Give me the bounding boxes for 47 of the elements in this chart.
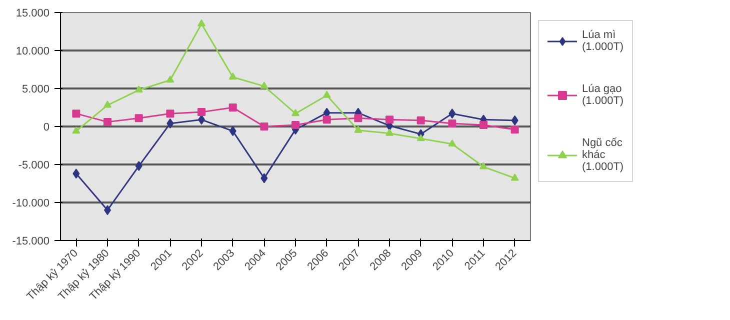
point <box>416 134 425 142</box>
point <box>72 110 80 118</box>
point <box>134 114 143 122</box>
y-tick-label: -10.000 <box>12 198 50 210</box>
point <box>354 114 362 122</box>
point <box>104 100 112 108</box>
point <box>228 72 237 80</box>
point <box>228 104 237 112</box>
point <box>260 173 268 184</box>
point <box>386 116 394 124</box>
point <box>260 122 268 130</box>
y-tick-label: 0 <box>43 122 50 134</box>
y-tick-label: -5.000 <box>18 160 50 172</box>
point <box>480 120 488 129</box>
legend-label: Lúa mì (1.000T) <box>582 29 624 53</box>
legend-label: Ngũ cốc khác (1.000T) <box>582 137 624 173</box>
point <box>135 161 142 172</box>
y-tick-label: -15.000 <box>12 236 50 248</box>
point <box>386 128 394 136</box>
point <box>198 19 206 26</box>
point <box>260 82 268 89</box>
y-tick-label: 10.000 <box>16 46 50 58</box>
legend-label: Lúa gạo (1.000T) <box>582 83 624 107</box>
point <box>510 126 519 134</box>
point <box>166 76 174 83</box>
point <box>72 126 80 134</box>
y-tick-label: 15.000 <box>16 8 50 20</box>
point <box>134 85 143 93</box>
point <box>448 119 456 128</box>
point <box>448 108 456 119</box>
point <box>292 109 300 116</box>
point <box>510 174 519 181</box>
point <box>198 108 206 116</box>
point <box>292 120 300 129</box>
point <box>166 118 174 128</box>
point <box>322 116 331 124</box>
point <box>166 110 174 118</box>
point <box>448 139 456 146</box>
point <box>416 116 425 124</box>
point <box>322 90 331 98</box>
point <box>104 118 112 126</box>
point <box>354 126 362 133</box>
point <box>511 115 518 126</box>
point <box>229 126 236 136</box>
point <box>72 168 80 179</box>
point <box>480 162 488 170</box>
y-tick-label: 5.000 <box>22 84 50 96</box>
